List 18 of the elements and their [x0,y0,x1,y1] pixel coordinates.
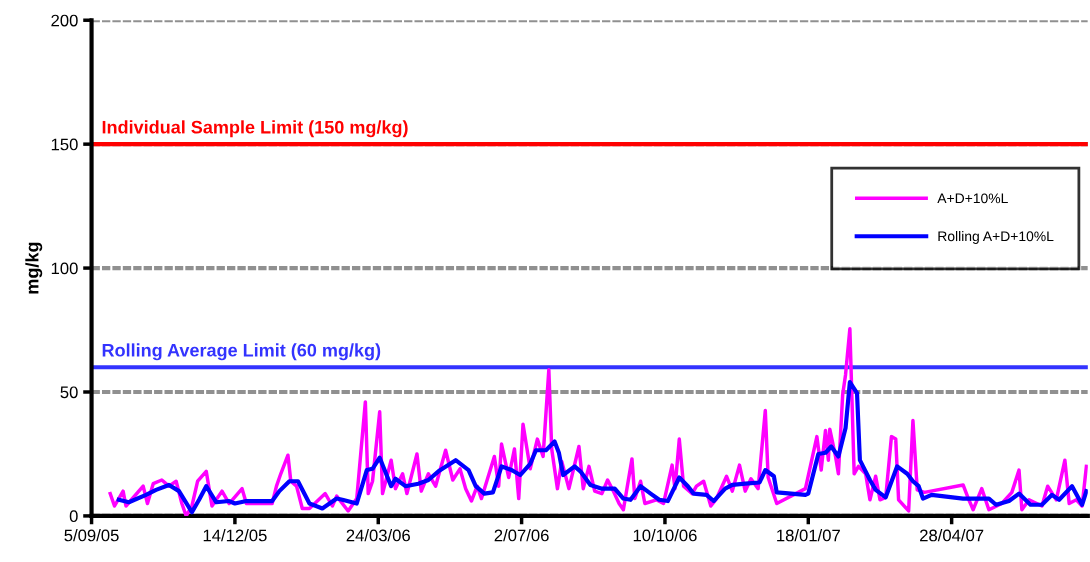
ref-line-label: Individual Sample Limit (150 mg/kg) [102,120,408,138]
x-tick-label: 2/07/06 [494,529,549,542]
x-tick-label: 24/03/06 [346,529,410,542]
line-series [116,379,1088,515]
ref-line-label: Rolling Average Limit (60 mg/kg) [102,343,381,361]
y-tick-label: 100 [51,262,78,275]
x-tick-label: 14/12/05 [203,529,267,542]
legend-label: A+D+10%L [937,193,1008,204]
y-tick-label: 150 [51,138,78,151]
x-tick-label: 5/09/05 [64,529,119,542]
y-axis-title: mg/kg [25,242,43,294]
x-tick-label: 28/04/07 [920,529,984,542]
y-tick-label: 200 [51,14,78,27]
x-tick-label: 10/10/06 [633,529,697,542]
y-tick-label: 50 [60,386,78,399]
x-tick-label: 18/01/07 [777,529,840,542]
y-tick-label: 0 [69,510,78,523]
legend-label: Rolling A+D+10%L [938,231,1054,244]
